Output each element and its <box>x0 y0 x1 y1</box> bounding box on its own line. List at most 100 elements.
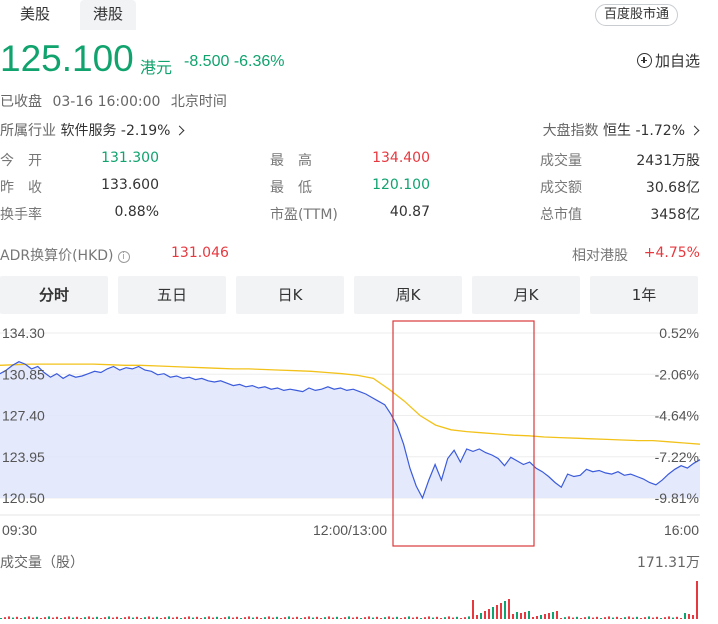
volume-bar <box>544 614 546 619</box>
volume-bar <box>204 617 206 619</box>
tab-weekly-k[interactable]: 周K <box>354 276 462 314</box>
add-watchlist-button[interactable]: 加自选 <box>636 50 700 71</box>
volume-bar <box>448 616 450 619</box>
y-tick-right: -9.81% <box>655 490 699 506</box>
y-tick-left: 123.95 <box>2 449 45 465</box>
industry-link[interactable]: 所属行业 软件服务 -2.19% <box>0 120 185 140</box>
price-currency: 港元 <box>140 58 173 77</box>
volume-bar <box>8 616 10 619</box>
adr-label-wrap: ADR换算价(HKD) i <box>0 245 130 265</box>
info-icon[interactable]: i <box>117 251 130 263</box>
x-tick-close: 16:00 <box>664 522 699 538</box>
volume-bar <box>576 616 578 619</box>
open-value: 131.300 <box>101 150 159 166</box>
volume-bar <box>548 613 550 619</box>
volume-bar <box>460 618 462 619</box>
plus-circle-icon <box>636 53 652 68</box>
y-tick-left: 127.40 <box>2 408 45 424</box>
volume-bar <box>312 617 314 619</box>
index-link[interactable]: 大盘指数 恒生 -1.72% <box>543 120 700 140</box>
volume-bar <box>172 617 174 619</box>
status-datetime: 03-16 16:00:00 <box>52 94 161 110</box>
volume-bar <box>656 616 658 619</box>
prev-close-label: 昨 收 <box>0 180 42 196</box>
volume-bar <box>132 617 134 619</box>
volume-bar <box>180 618 182 619</box>
volume-bar <box>116 616 118 619</box>
volume-bar <box>16 616 18 619</box>
volume-bar <box>188 616 190 619</box>
volume-bar <box>420 618 422 619</box>
highlight-box <box>392 320 535 547</box>
volume-bar <box>40 618 42 619</box>
amount-value: 30.68亿 <box>645 180 700 196</box>
volume-bar <box>308 616 310 619</box>
volume-bar <box>256 616 258 619</box>
stats-row: 昨 收 133.600 最 低 120.100 成交额 30.68亿 <box>0 177 718 204</box>
volume-bars <box>0 581 698 619</box>
tab-monthly-k[interactable]: 月K <box>472 276 580 314</box>
volume-bar <box>32 617 34 619</box>
volume-bar <box>384 617 386 619</box>
volume-bar <box>692 615 694 619</box>
volume-bar <box>472 600 474 619</box>
volume-bar <box>592 617 594 619</box>
amount-label: 成交额 <box>540 180 582 196</box>
volume-bar <box>260 618 262 619</box>
volume-bar <box>400 618 402 619</box>
volume-bar <box>680 618 682 619</box>
volume-bar <box>508 599 510 619</box>
intraday-chart[interactable]: 134.30 130.85 127.40 123.95 120.50 0.52%… <box>0 316 718 624</box>
stats-row: 今 开 131.300 最 高 134.400 成交量 2431万股 <box>0 150 718 177</box>
volume-bar <box>372 617 374 619</box>
relative-hk-value: +4.75% <box>643 245 700 261</box>
volume-bar <box>568 616 570 619</box>
volume-bar <box>108 616 110 619</box>
volume-bar <box>76 616 78 619</box>
industry-name: 软件服务 <box>60 123 117 139</box>
volume-bar <box>12 617 14 619</box>
volume-bar <box>80 618 82 619</box>
tab-hk-stocks[interactable]: 港股 <box>80 0 136 30</box>
volume-bar <box>476 615 478 619</box>
volume-bar <box>224 617 226 619</box>
volume-bar <box>332 617 334 619</box>
tab-daily-k[interactable]: 日K <box>236 276 344 314</box>
volume-bar <box>564 617 566 619</box>
volume-bar <box>632 617 634 619</box>
volume-bar <box>36 616 38 619</box>
tab-five-day[interactable]: 五日 <box>118 276 226 314</box>
volume-bar <box>144 617 146 619</box>
stats-grid: 今 开 131.300 最 高 134.400 成交量 2431万股 昨 收 1… <box>0 150 718 231</box>
volume-bar <box>88 616 90 619</box>
baidu-stock-service-button[interactable]: 百度股市通 <box>594 4 678 26</box>
volume-title: 成交量（股） <box>0 555 84 571</box>
volume-bar <box>588 616 590 619</box>
volume-bar <box>292 617 294 619</box>
volume-bar <box>416 616 418 619</box>
index-name: 恒生 <box>603 123 632 139</box>
y-tick-left: 120.50 <box>2 490 45 506</box>
volume-bar <box>160 618 162 619</box>
volume-bar <box>184 617 186 619</box>
tab-intraday[interactable]: 分时 <box>0 276 108 314</box>
change-percent: -6.36% <box>233 53 285 70</box>
open-label: 今 开 <box>0 153 42 169</box>
market-cap-value: 3458亿 <box>650 207 700 223</box>
volume-bar <box>648 616 650 619</box>
volume-bar <box>412 617 414 619</box>
volume-bar <box>340 618 342 619</box>
price-change: -8.500 -6.36% <box>184 53 285 71</box>
volume-bar <box>608 616 610 619</box>
volume-bar <box>152 617 154 619</box>
volume-bar <box>356 616 358 619</box>
volume-bar <box>176 616 178 619</box>
volume-bar <box>248 616 250 619</box>
volume-bar <box>112 617 114 619</box>
tab-us-stocks[interactable]: 美股 <box>19 5 50 23</box>
tab-one-year[interactable]: 1年 <box>590 276 698 314</box>
volume-bar <box>52 617 54 619</box>
volume-value: 2431万股 <box>636 153 700 169</box>
status-state: 已收盘 <box>0 94 42 110</box>
adr-row: ADR换算价(HKD) i 131.046 相对港股 +4.75% <box>0 245 718 265</box>
